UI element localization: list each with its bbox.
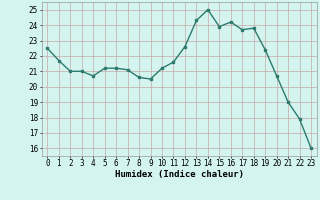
X-axis label: Humidex (Indice chaleur): Humidex (Indice chaleur) xyxy=(115,170,244,179)
